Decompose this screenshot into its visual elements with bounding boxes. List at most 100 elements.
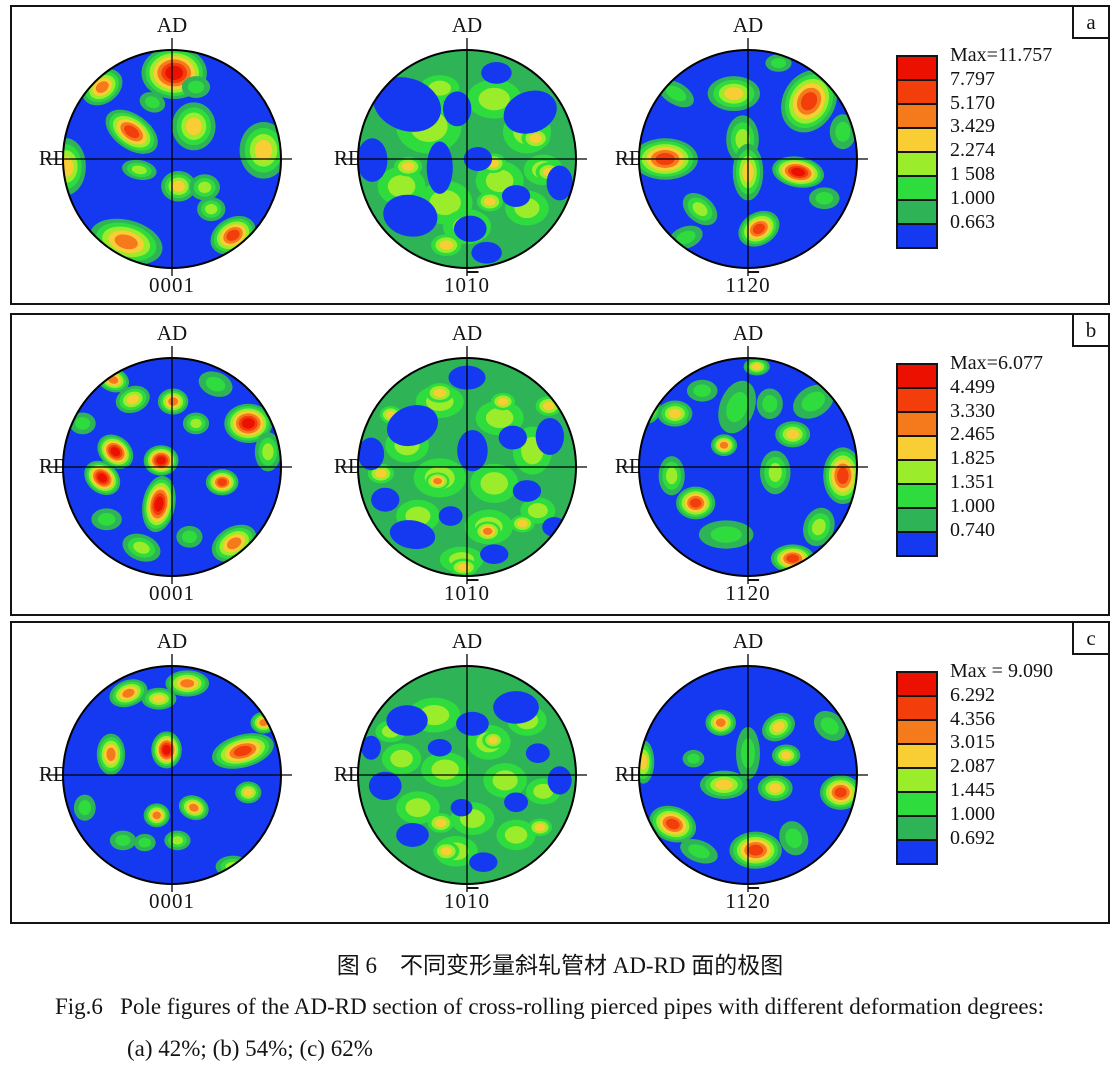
contour-blob xyxy=(779,821,809,856)
contour-blob xyxy=(453,215,487,242)
pole-figure-outline xyxy=(638,49,858,269)
miller-index-part: 0 xyxy=(478,273,490,297)
miller-index-part: 0001 xyxy=(149,889,195,913)
contour-blob xyxy=(368,771,402,801)
pole-figure-outline xyxy=(357,357,577,577)
miller-index-label: 1010 xyxy=(407,581,527,605)
ad-axis-label: AD xyxy=(732,321,764,345)
colorbar-swatch xyxy=(898,673,936,695)
miller-index-part: 11 xyxy=(725,581,748,605)
legend-value: 2.274 xyxy=(950,139,995,162)
pole-figure xyxy=(46,346,292,584)
contour-blob xyxy=(718,380,756,434)
caption-english: Fig.6 Pole figures of the AD-RD section … xyxy=(55,994,1044,1019)
contour-blob xyxy=(69,412,96,435)
ad-axis-label: AD xyxy=(451,13,483,37)
contour-blob xyxy=(729,831,782,869)
contour-blob xyxy=(182,412,210,435)
ad-axis-label: AD xyxy=(451,629,483,653)
contour-blob xyxy=(133,833,156,852)
contour-blob xyxy=(481,61,512,84)
colorbar-swatch xyxy=(898,175,936,199)
contour-blob xyxy=(358,437,385,471)
contour-blob xyxy=(698,520,754,549)
contour-blob xyxy=(361,735,381,760)
legend-value: 0.692 xyxy=(950,826,995,849)
ad-axis-label: AD xyxy=(451,321,483,345)
contour-blob xyxy=(189,174,220,201)
contour-blob xyxy=(759,450,791,495)
contour-blob xyxy=(781,70,837,133)
contour-blob xyxy=(471,241,502,264)
miller-index-label: 1010 xyxy=(407,273,527,297)
contour-blob xyxy=(73,794,96,821)
contour-blob xyxy=(254,432,281,472)
miller-index-part: 2 xyxy=(747,889,760,913)
pole-figure-outline xyxy=(638,665,858,885)
colorbar-swatch xyxy=(898,791,936,815)
contour-blob xyxy=(682,193,718,226)
contour-blob xyxy=(176,525,203,548)
contour-blob xyxy=(535,417,565,456)
contour-blob xyxy=(224,403,273,444)
colorbar-swatch xyxy=(898,459,936,483)
miller-index-part: 11 xyxy=(725,273,748,297)
legend-max-label: Max=6.077 xyxy=(950,352,1043,374)
contour-blob xyxy=(504,792,529,813)
contour-blob xyxy=(756,388,783,420)
contour-blob xyxy=(639,740,655,784)
colorbar-swatch xyxy=(898,151,936,175)
colorbar-swatch xyxy=(898,435,936,459)
contour-blob xyxy=(490,392,515,411)
contour-blob xyxy=(680,839,718,864)
contour-blob xyxy=(205,469,239,496)
contour-blob xyxy=(809,187,840,210)
miller-index-part: 1 xyxy=(467,581,479,605)
contour-blob xyxy=(705,709,737,736)
caption-chinese: 图 6 不同变形量斜轧管材 AD-RD 面的极图 xyxy=(336,953,784,978)
colorbar xyxy=(896,55,938,249)
contour-blob xyxy=(141,50,207,100)
contour-blob xyxy=(96,733,126,775)
legend-value: 3.015 xyxy=(950,731,995,754)
legend-value: 1.825 xyxy=(950,447,995,470)
contour-blob xyxy=(469,852,498,873)
contour-blob xyxy=(762,712,795,742)
colorbar-swatch xyxy=(898,743,936,767)
contour-blob xyxy=(142,476,176,533)
contour-blob xyxy=(449,558,478,576)
contour-blob xyxy=(396,822,429,847)
contour-blob xyxy=(425,472,450,490)
contour-blob xyxy=(396,791,440,825)
colorbar-swatch xyxy=(898,365,936,387)
contour-blob xyxy=(371,487,400,512)
panel-b: b AD RD 0001 AD RD 1010 AD RD 1120 Max=6.077 4.499 3… xyxy=(10,313,1110,616)
miller-index-part: 10 xyxy=(444,581,467,605)
contour-blob xyxy=(686,379,718,402)
contour-blob xyxy=(393,156,423,177)
contour-blob xyxy=(474,521,501,542)
pole-figure xyxy=(622,346,868,584)
colorbar-swatch xyxy=(898,531,936,555)
contour-blob xyxy=(501,185,531,207)
pole-figure xyxy=(46,654,292,892)
contour-blob xyxy=(676,486,716,520)
miller-index-part: 0 xyxy=(759,581,771,605)
contour-blob xyxy=(109,679,148,708)
contour-blob xyxy=(381,743,422,774)
pole-figure-outline xyxy=(357,665,577,885)
miller-index-part: 2 xyxy=(747,273,760,297)
contour-blob xyxy=(143,803,170,828)
contour-blob xyxy=(139,92,166,113)
colorbar-swatch xyxy=(898,767,936,791)
legend-value: 1.000 xyxy=(950,186,995,209)
miller-index-part: 0001 xyxy=(149,581,195,605)
contour-blob xyxy=(421,752,470,787)
contour-blob xyxy=(358,138,388,182)
contour-blob xyxy=(803,507,835,547)
colorbar-swatch xyxy=(898,103,936,127)
colorbar-swatch xyxy=(898,57,936,79)
contour-blob xyxy=(765,54,792,72)
ad-axis-label: AD xyxy=(156,629,188,653)
panel-tag-label: b xyxy=(1072,315,1108,347)
